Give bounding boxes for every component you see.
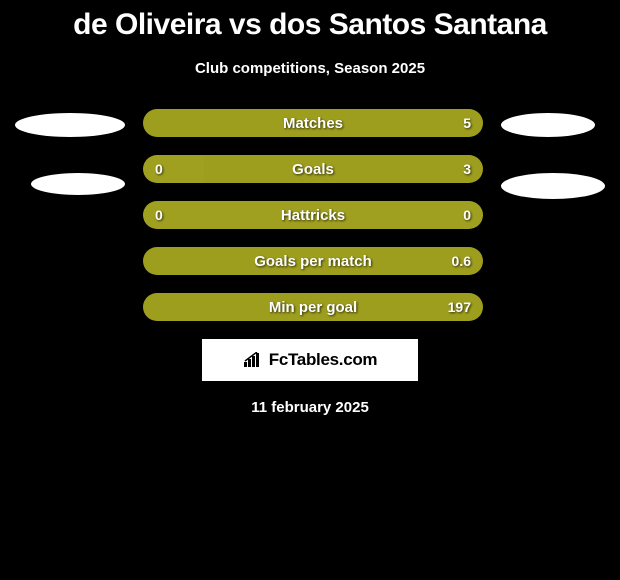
comparison-bars: Matches 5 0 Goals 3 0 Hattricks 0 Goals per matc…	[143, 109, 483, 321]
right-ellipses	[501, 109, 605, 199]
bar-segment-left	[143, 155, 204, 183]
bar-label: Matches	[283, 115, 343, 132]
bar-value-right: 5	[463, 115, 471, 131]
subtitle: Club competitions, Season 2025	[0, 60, 620, 77]
bar-label: Goals	[292, 161, 334, 178]
bar-value-right: 3	[463, 161, 471, 177]
publish-date: 11 february 2025	[0, 399, 620, 416]
ellipse-marker	[31, 173, 125, 195]
ellipse-marker	[501, 173, 605, 199]
bar-value-right: 0.6	[452, 253, 471, 269]
left-ellipses	[15, 109, 125, 195]
bar-row: Matches 5	[143, 109, 483, 137]
bar-label: Hattricks	[281, 207, 345, 224]
bar-row: 0 Goals 3	[143, 155, 483, 183]
bar-value-left: 0	[155, 161, 163, 177]
bar-row: Goals per match 0.6	[143, 247, 483, 275]
ellipse-marker	[15, 113, 125, 137]
fctables-logo: FcTables.com	[202, 339, 418, 381]
bar-chart-icon	[243, 352, 263, 368]
ellipse-marker	[501, 113, 595, 137]
chart-area: Matches 5 0 Goals 3 0 Hattricks 0 Goals per matc…	[0, 109, 620, 321]
bar-row: Min per goal 197	[143, 293, 483, 321]
page-title: de Oliveira vs dos Santos Santana	[0, 8, 620, 42]
comparison-infographic: de Oliveira vs dos Santos Santana Club c…	[0, 0, 620, 416]
bar-value-right: 0	[463, 207, 471, 223]
bar-value-right: 197	[448, 299, 471, 315]
bar-row: 0 Hattricks 0	[143, 201, 483, 229]
bar-segment-right	[204, 155, 483, 183]
bar-value-left: 0	[155, 207, 163, 223]
bar-label: Goals per match	[254, 253, 372, 270]
logo-text: FcTables.com	[269, 350, 378, 370]
bar-label: Min per goal	[269, 299, 357, 316]
